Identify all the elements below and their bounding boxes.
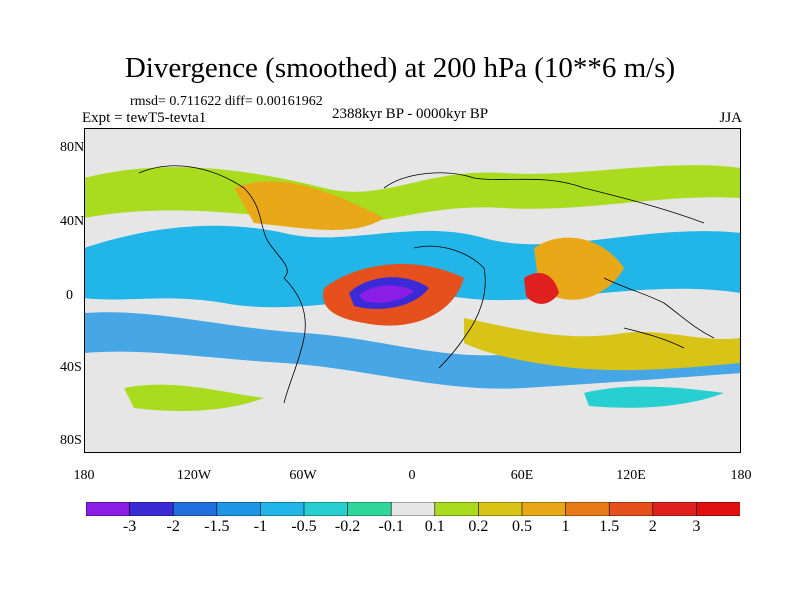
colorbar [86,502,740,516]
lat-label-40n: 40N [60,214,85,229]
lon-label-60e: 60E [510,468,534,483]
colorbar-tick-label: 0.2 [468,518,489,535]
period-label: 2388kyr BP - 0000kyr BP [331,106,489,122]
colorbar-swatch [86,502,131,516]
lon-label-0: 0 [408,468,416,483]
colorbar-swatch [565,502,610,516]
colorbar-tick-label: -2 [166,518,180,535]
colorbar-tick-label: -0.5 [291,518,317,535]
experiment-label: Expt = tewT5-tevta1 [82,110,207,126]
lon-label-180w: 180 [73,468,95,483]
colorbar-swatch [434,502,479,516]
lon-label-120e: 120E [616,468,646,483]
map-frame [84,128,741,453]
colorbar-swatch [303,502,349,516]
colorbar-swatch [608,502,654,516]
colorbar-swatch [216,502,262,516]
colorbar-tick-label: -1 [253,518,268,535]
colorbar-tick-label: 0.5 [512,518,532,535]
colorbar-swatch [478,502,523,516]
divergence-map [84,128,741,453]
lon-label-60w: 60W [289,468,317,483]
colorbar-tick-label: 2 [648,518,657,535]
colorbar-swatch [260,502,305,516]
lon-label-120w: 120W [176,468,212,483]
colorbar-tick-label: -1.5 [204,518,230,535]
colorbar-tick-label: -0.1 [378,518,404,535]
lat-label-80s: 80S [60,433,82,448]
season-label: JJA [719,110,742,126]
colorbar-swatch [172,502,218,516]
colorbar-tick-label: 0.1 [424,518,445,535]
colorbar-tick-label: 1.5 [599,518,620,535]
colorbar-tick-label: -0.2 [334,518,361,535]
colorbar-swatch [129,502,174,516]
colorbar-swatch [652,502,697,516]
colorbar-tick-label: 1 [561,518,570,535]
colorbar-tick-label: -3 [122,518,137,535]
lat-label-40s: 40S [60,360,82,375]
colorbar-swatch [521,502,567,516]
colorbar-swatch [696,502,740,516]
colorbar-swatch [390,502,436,516]
coastline-icon [138,165,715,404]
lon-label-180e: 180 [730,468,752,483]
colorbar-tick-label: 3 [692,518,701,535]
lat-label-80n: 80N [60,140,85,155]
chart-title: Divergence (smoothed) at 200 hPa (10**6 … [124,52,676,84]
colorbar-swatch [347,502,392,516]
field-contours [84,165,741,453]
lat-label-0: 0 [66,288,73,303]
stats-label: rmsd= 0.711622 diff= 0.00161962 [130,94,323,109]
